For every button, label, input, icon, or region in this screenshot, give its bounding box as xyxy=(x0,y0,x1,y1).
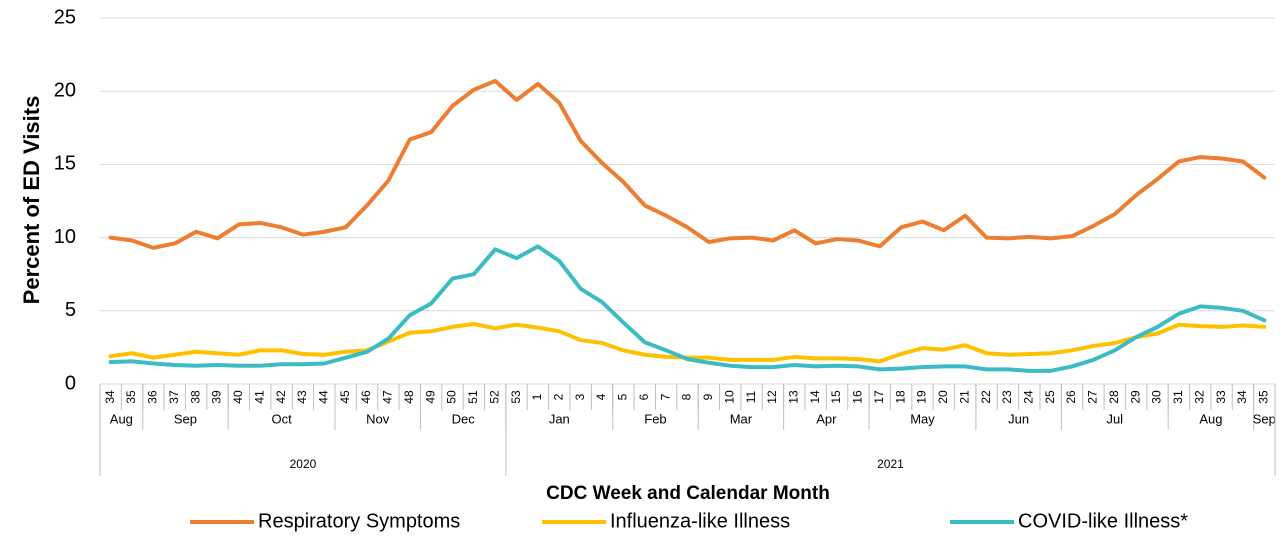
y-tick-label: 20 xyxy=(54,79,76,101)
legend-label: COVID-like Illness* xyxy=(1018,510,1188,532)
x-tick-label: 33 xyxy=(1214,390,1228,404)
x-tick-label: 22 xyxy=(979,390,993,404)
month-label: Jun xyxy=(1008,411,1029,426)
y-tick-label: 0 xyxy=(65,372,76,394)
x-tick-label: 21 xyxy=(957,390,971,404)
x-tick-label: 5 xyxy=(616,393,630,400)
month-label: Feb xyxy=(644,411,666,426)
x-tick-label: 38 xyxy=(188,390,202,404)
x-tick-label: 20 xyxy=(936,390,950,404)
x-tick-label: 23 xyxy=(1000,390,1014,404)
month-label: Jan xyxy=(549,411,570,426)
x-tick-label: 53 xyxy=(509,390,523,404)
x-tick-label: 15 xyxy=(829,390,843,404)
x-tick-label: 35 xyxy=(124,390,138,404)
x-tick-label: 43 xyxy=(295,390,309,404)
month-label: Aug xyxy=(1199,411,1222,426)
x-tick-label: 10 xyxy=(722,390,736,404)
x-tick-label: 14 xyxy=(808,390,822,404)
x-tick-label: 16 xyxy=(851,390,865,404)
y-tick-label: 10 xyxy=(54,226,76,248)
x-tick-label: 19 xyxy=(915,390,929,404)
legend-label: Influenza-like Illness xyxy=(610,510,790,532)
x-tick-label: 25 xyxy=(1043,390,1057,404)
month-label: Sep xyxy=(174,411,197,426)
x-tick-label: 11 xyxy=(744,390,758,403)
month-label: Oct xyxy=(271,411,292,426)
month-label: Sep xyxy=(1253,411,1276,426)
month-label: Aug xyxy=(110,411,133,426)
x-tick-label: 31 xyxy=(1171,390,1185,404)
x-tick-label: 48 xyxy=(402,390,416,404)
x-tick-label: 50 xyxy=(445,390,459,404)
x-tick-label: 13 xyxy=(786,390,800,404)
x-tick-label: 46 xyxy=(359,390,373,404)
x-tick-label: 24 xyxy=(1021,390,1035,404)
x-tick-label: 32 xyxy=(1192,390,1206,404)
x-tick-label: 49 xyxy=(423,390,437,404)
month-label: Apr xyxy=(816,411,837,426)
month-label: Dec xyxy=(452,411,476,426)
x-tick-label: 39 xyxy=(210,390,224,404)
x-tick-label: 27 xyxy=(1086,390,1100,404)
month-label: May xyxy=(910,411,935,426)
legend-label: Respiratory Symptoms xyxy=(258,510,460,532)
x-tick-label: 44 xyxy=(316,390,330,404)
x-tick-label: 17 xyxy=(872,390,886,404)
y-tick-label: 25 xyxy=(54,6,76,28)
month-label: Nov xyxy=(366,411,390,426)
year-label: 2021 xyxy=(877,457,904,471)
x-tick-label: 3 xyxy=(573,393,587,400)
x-tick-label: 47 xyxy=(381,390,395,404)
year-label: 2020 xyxy=(290,457,317,471)
x-tick-label: 26 xyxy=(1064,390,1078,404)
x-tick-label: 6 xyxy=(637,393,651,400)
x-tick-label: 30 xyxy=(1150,390,1164,404)
series-line xyxy=(108,78,1267,250)
x-tick-label: 8 xyxy=(680,393,694,400)
x-tick-label: 35 xyxy=(1256,390,1270,404)
x-axis-label: CDC Week and Calendar Month xyxy=(546,483,830,504)
x-tick-label: 9 xyxy=(701,393,715,400)
x-tick-label: 28 xyxy=(1107,390,1121,404)
x-tick-label: 34 xyxy=(103,390,117,404)
x-tick-label: 41 xyxy=(252,390,266,404)
x-tick-label: 52 xyxy=(487,390,501,404)
y-tick-label: 15 xyxy=(54,153,76,175)
x-tick-label: 36 xyxy=(146,390,160,404)
x-tick-label: 51 xyxy=(466,390,480,404)
y-axis-label: Percent of ED Visits xyxy=(19,96,44,305)
series-line xyxy=(108,321,1267,364)
month-label: Mar xyxy=(730,411,753,426)
series-line xyxy=(108,244,1267,373)
x-tick-label: 1 xyxy=(530,393,544,400)
x-tick-label: 4 xyxy=(594,393,608,400)
x-tick-label: 40 xyxy=(231,390,245,404)
x-tick-label: 18 xyxy=(893,390,907,404)
x-tick-label: 45 xyxy=(338,390,352,404)
y-tick-label: 5 xyxy=(65,299,76,321)
x-tick-label: 37 xyxy=(167,390,181,404)
x-tick-label: 34 xyxy=(1235,390,1249,404)
x-tick-label: 29 xyxy=(1128,390,1142,404)
x-tick-label: 12 xyxy=(765,390,779,404)
month-label: Jul xyxy=(1106,411,1123,426)
x-tick-label: 2 xyxy=(551,393,565,400)
x-tick-label: 42 xyxy=(274,390,288,404)
x-tick-label: 7 xyxy=(658,393,672,400)
